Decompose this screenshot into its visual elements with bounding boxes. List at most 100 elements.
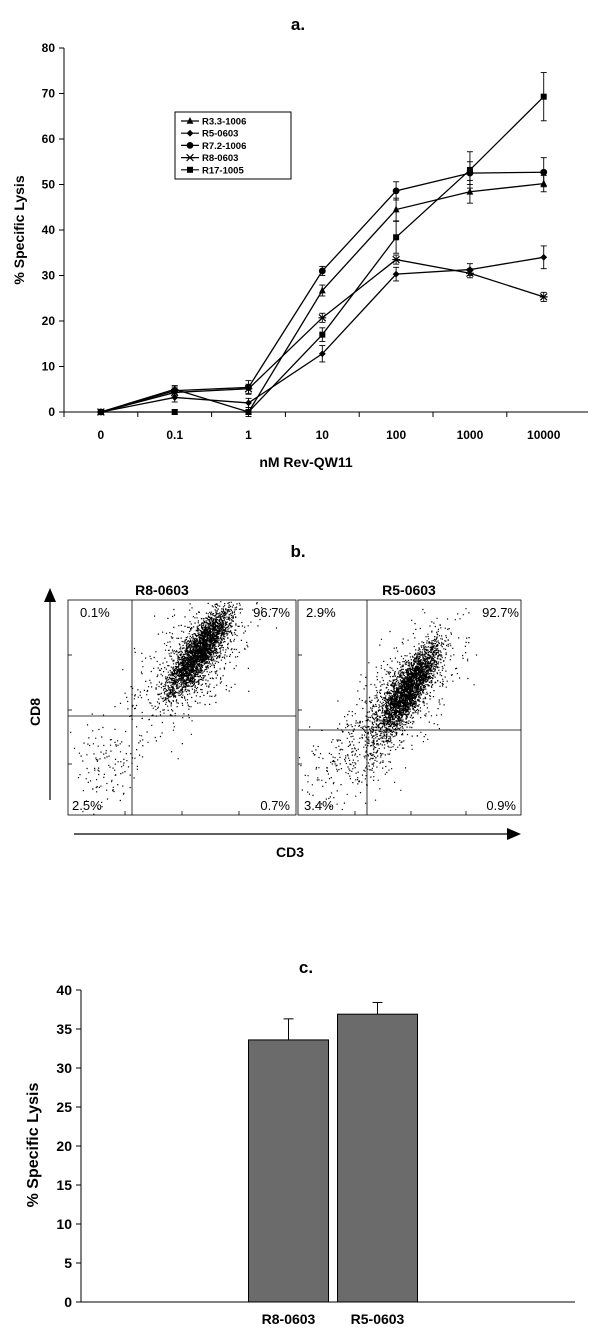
data-point	[170, 388, 179, 397]
x-tick-label: 10	[316, 428, 330, 442]
x-tick-label: R8-0603	[262, 1311, 316, 1327]
data-point	[318, 313, 327, 322]
data-point	[97, 409, 104, 415]
data-point	[319, 331, 326, 338]
legend-marker	[186, 129, 194, 137]
flow-plot-2-ll-pct: 3.4%	[304, 798, 334, 813]
flow-plot-1-ul-pct: 0.1%	[80, 605, 110, 620]
series-line	[100, 182, 544, 413]
flow-plot-1-ll-pct: 2.5%	[72, 798, 102, 813]
data-point	[244, 384, 253, 393]
cd8-axis-arrowhead	[44, 588, 56, 602]
panel-a-x-ticks: 0 0.1 1 10 100 1000 10000	[63, 412, 561, 442]
data-point	[392, 205, 400, 213]
series-R17-1005	[97, 72, 547, 415]
y-tick-label: 40	[56, 982, 72, 998]
flow-plot-1-events	[70, 601, 278, 815]
flow-plot-1-frame	[67, 599, 297, 816]
x-tick-label: R5-0603	[351, 1311, 405, 1327]
panel-a-y-ticks: 0 10 20 30 40 50 60 70 80	[42, 41, 64, 419]
legend-marker	[186, 153, 194, 162]
legend-label: R17-1005	[202, 165, 244, 176]
data-point	[539, 293, 548, 301]
series-R3.3-1006	[97, 174, 548, 417]
x-tick-label: 0.1	[166, 428, 183, 442]
panel-a-line-chart: a. % Specific Lysis nM Rev-QW11 01020304…	[11, 15, 588, 470]
panel-c-y-axis-label: % Specific Lysis	[25, 1083, 42, 1208]
panel-a-title: a.	[291, 15, 305, 34]
panel-c-bar-chart: c. % Specific Lysis 0 5 10 15 20 25 30 35 40 R8-…	[25, 958, 575, 1327]
y-tick-label: 20	[42, 314, 56, 328]
data-point	[318, 286, 326, 294]
panel-c-y-ticks: 0 5 10 15 20 25 30 35 40	[56, 982, 81, 1310]
legend-marker	[186, 142, 194, 149]
data-point	[466, 166, 473, 173]
data-point	[392, 187, 400, 195]
legend-marker	[187, 166, 193, 173]
x-tick-label: 1	[245, 428, 252, 442]
y-tick-label: 10	[42, 360, 56, 374]
flow-plot-2-events	[299, 608, 478, 811]
data-point	[392, 270, 400, 278]
data-point	[540, 253, 548, 261]
x-tick-label: 1000	[457, 428, 484, 442]
flow-plot-2-ur-pct: 92.7%	[482, 605, 519, 620]
y-tick-label: 5	[64, 1255, 72, 1271]
y-tick-label: 50	[42, 178, 56, 192]
data-point	[540, 93, 547, 100]
y-tick-label: 15	[56, 1177, 72, 1193]
data-point	[171, 409, 178, 415]
data-point	[392, 255, 401, 264]
cd3-axis-label: CD3	[276, 844, 304, 860]
y-tick-label: 0	[64, 1294, 72, 1310]
panel-a-y-axis-label: % Specific Lysis	[11, 175, 27, 284]
legend-marker	[186, 117, 194, 124]
data-point	[540, 168, 548, 176]
data-point	[466, 187, 474, 195]
y-tick-label: 10	[56, 1216, 72, 1232]
x-tick-label: 100	[386, 428, 406, 442]
y-tick-label: 30	[42, 269, 56, 283]
bar-R8-0603	[248, 1039, 329, 1303]
y-tick-label: 25	[56, 1099, 72, 1115]
event-cloud	[105, 601, 278, 760]
data-point	[393, 234, 400, 241]
legend-label: R8-0603	[202, 153, 238, 164]
y-tick-label: 30	[56, 1060, 72, 1076]
cd3-axis-arrowhead	[507, 828, 521, 840]
event-cloud	[155, 601, 243, 717]
panel-b-flow-cytometry: b. R8-0603 R5-0603 0.1% 96.7% 2.5% 0.7% …	[27, 542, 522, 860]
y-tick-label: 80	[42, 41, 56, 55]
flow-plot-2-title: R5-0603	[382, 582, 436, 598]
legend-label: R3.3-1006	[202, 117, 246, 128]
y-tick-label: 60	[42, 132, 56, 146]
y-tick-label: 0	[48, 405, 55, 419]
panel-a-x-axis-label: nM Rev-QW11	[259, 454, 353, 470]
panel-b-title: b.	[290, 542, 305, 561]
event-cloud	[315, 608, 478, 808]
x-tick-label: 10000	[527, 428, 561, 442]
panel-c-x-labels: R8-0603 R5-0603	[262, 1311, 405, 1327]
flow-plot-1-ur-pct: 96.7%	[253, 605, 290, 620]
legend-label: R7.2-1006	[202, 141, 246, 152]
series-R8-0603	[97, 254, 548, 416]
series-line	[100, 96, 545, 413]
data-point	[171, 394, 179, 401]
x-tick-label: 0	[98, 428, 105, 442]
flow-plot-2-lr-pct: 0.9%	[486, 798, 516, 813]
y-tick-label: 20	[56, 1138, 72, 1154]
flow-plot-1-lr-pct: 0.7%	[260, 798, 290, 813]
y-tick-label: 70	[42, 87, 56, 101]
flow-axis-ticks	[68, 654, 467, 815]
event-cloud	[364, 613, 460, 771]
y-tick-label: 40	[42, 223, 56, 237]
panel-a-series	[97, 72, 548, 417]
y-tick-label: 35	[56, 1021, 72, 1037]
legend-label: R5-0603	[202, 129, 238, 140]
cd8-axis-label: CD8	[27, 698, 43, 726]
data-point	[245, 409, 252, 415]
panel-c-title: c.	[299, 958, 313, 977]
data-point	[466, 269, 474, 278]
